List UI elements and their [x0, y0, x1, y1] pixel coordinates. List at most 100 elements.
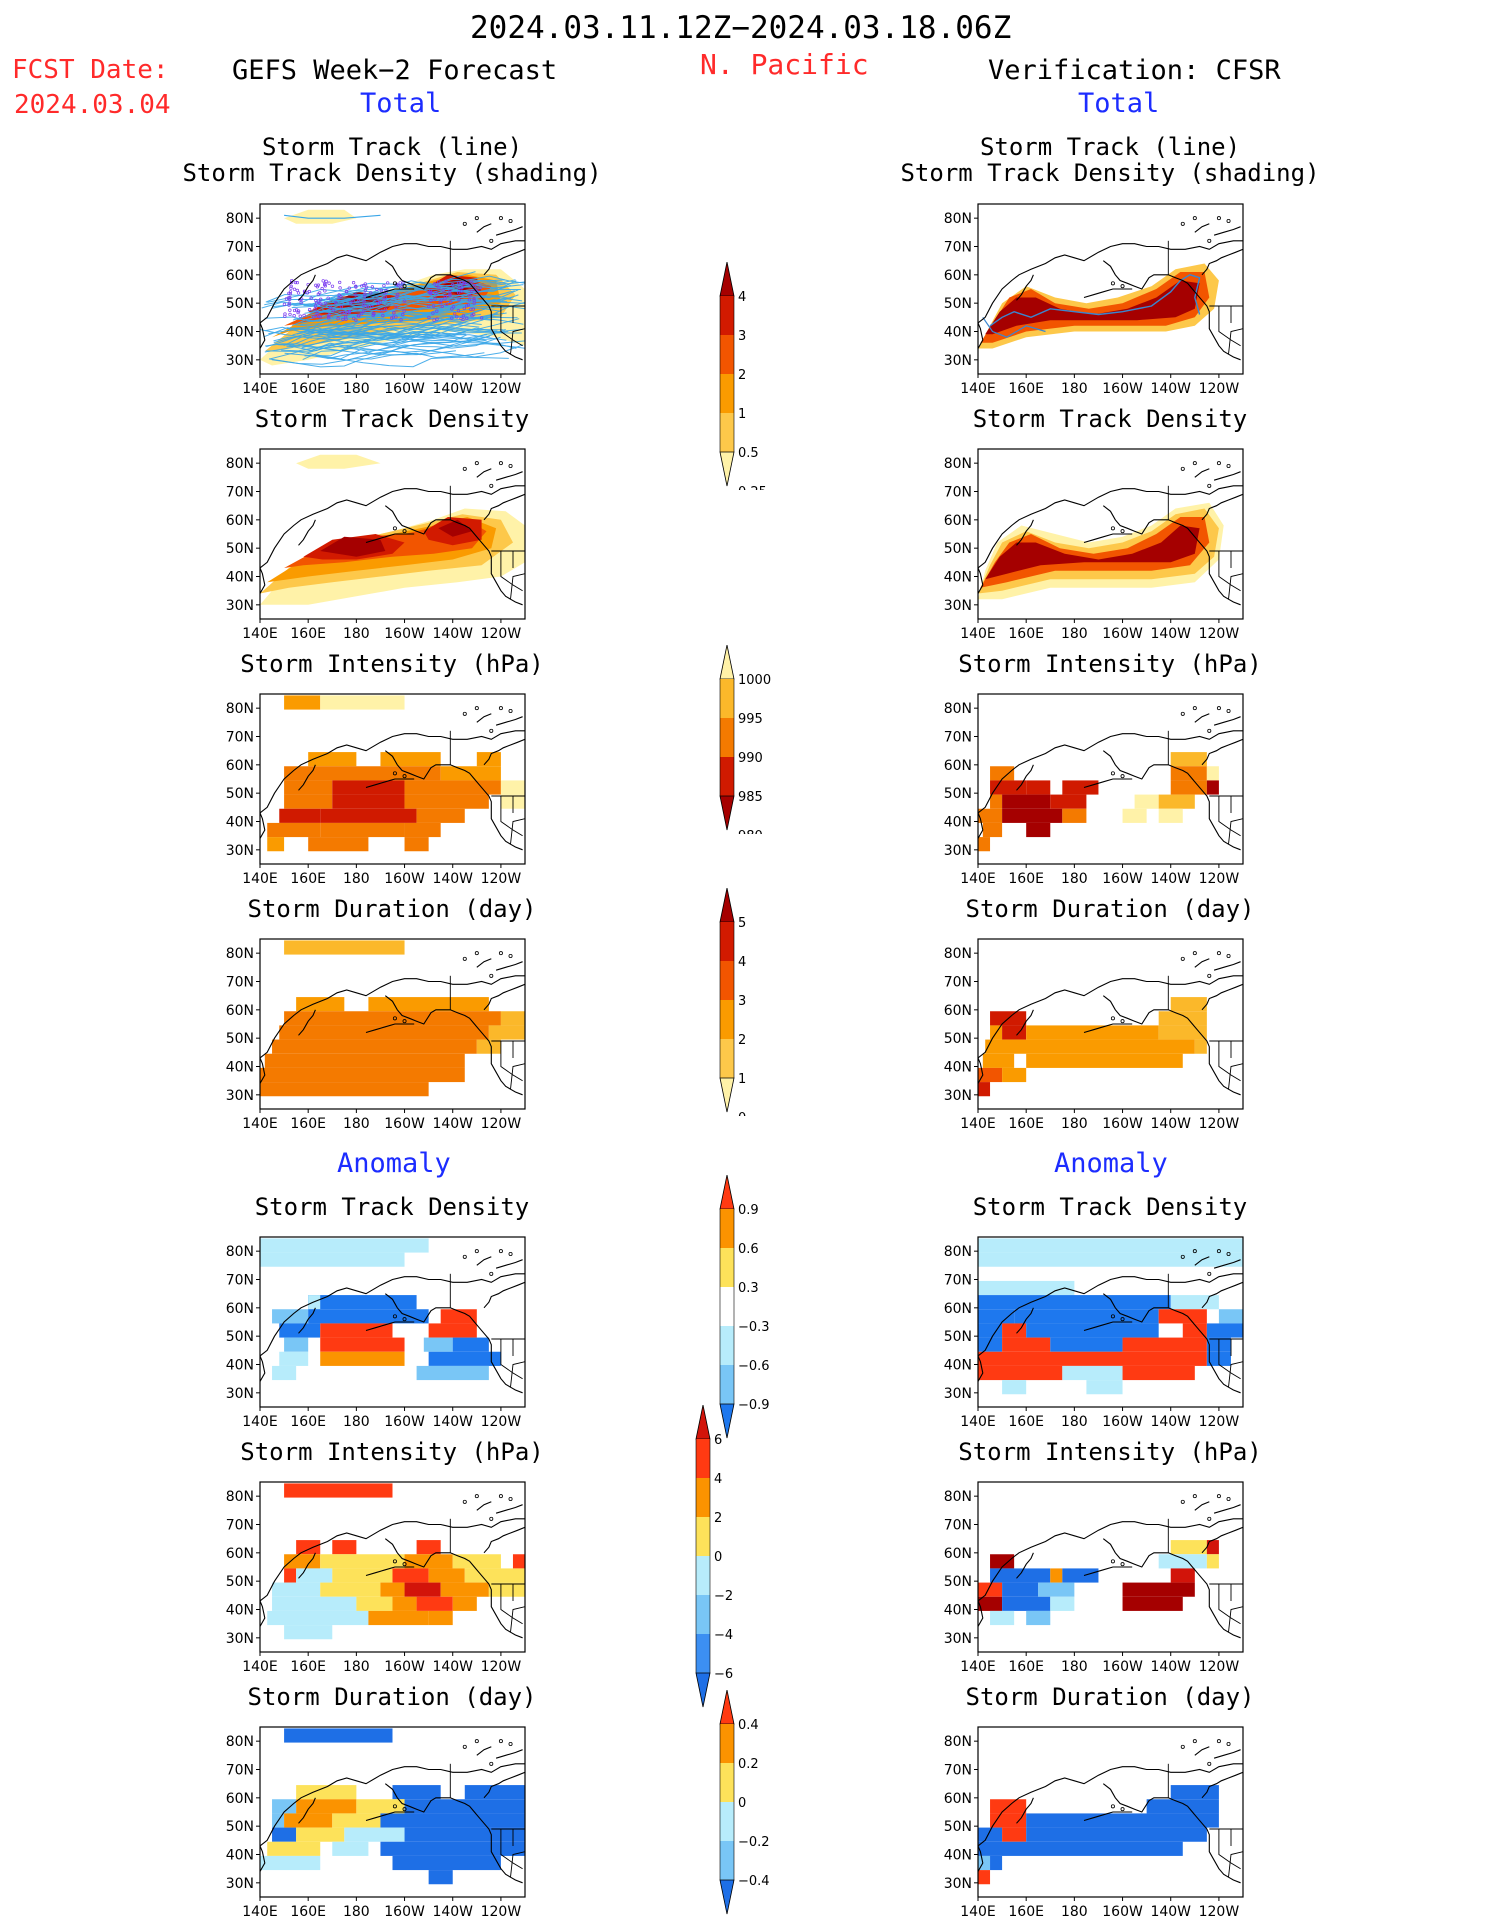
lat-tick-label: 50N — [944, 1819, 972, 1835]
colorbar-segment — [720, 1326, 734, 1365]
grid-cell — [284, 1625, 333, 1640]
map-panel: 80N 70N 60N 50N 40N 30N 140E 160E 180 160W 140W 120… — [918, 1231, 1248, 1430]
grid-cell — [260, 1855, 321, 1871]
lat-tick-label: 70N — [944, 975, 972, 991]
track-point — [396, 293, 400, 297]
track-point — [361, 303, 366, 307]
grid-cell — [332, 794, 405, 809]
track-point — [362, 309, 366, 313]
grid-cell — [985, 1039, 1195, 1054]
grid-cell — [1002, 1380, 1027, 1395]
lat-tick-label: 60N — [226, 513, 254, 529]
track-point — [455, 315, 459, 319]
track-point — [302, 313, 306, 318]
grid-cell — [1062, 1365, 1123, 1381]
track-point — [360, 284, 364, 288]
grid-cell — [1002, 1067, 1027, 1083]
map-panel: 80N 70N 60N 50N 40N 30N 140E 160E 180 160W 140W 120… — [918, 443, 1248, 642]
track-point — [321, 279, 325, 283]
grid-cell — [978, 1295, 1171, 1310]
track-point — [323, 301, 328, 306]
grid-cell — [1026, 780, 1051, 795]
density-contour-0 — [284, 209, 357, 224]
lat-tick-label: 40N — [944, 1848, 972, 1864]
field-layer — [260, 454, 525, 605]
colorbar-segment — [720, 718, 734, 757]
grid-cell — [320, 808, 417, 823]
field-layer — [978, 1785, 1219, 1885]
grid-cell — [284, 1554, 321, 1569]
grid-cell — [404, 794, 489, 809]
track-point — [356, 299, 361, 303]
grid-cell — [1026, 1053, 1183, 1068]
colorbar-arrow-bottom — [719, 795, 735, 831]
lon-tick-label: 160E — [1008, 381, 1044, 397]
lon-tick-label: 120W — [481, 1659, 522, 1675]
grid-cell — [978, 1067, 1003, 1083]
grid-cell — [320, 822, 405, 838]
grid-cell — [416, 1365, 489, 1381]
grid-cell — [978, 1252, 1243, 1267]
track-point — [472, 298, 476, 303]
grid-cell — [320, 695, 405, 710]
grid-cell — [990, 1813, 1027, 1828]
track-point — [289, 280, 294, 285]
colorbar-tick-label: 2 — [714, 1511, 722, 1526]
lon-tick-label: 180 — [343, 1414, 370, 1430]
grid-cell — [308, 837, 369, 852]
colorbar-tick-label: 1 — [738, 407, 746, 422]
lon-tick-label: 140E — [242, 1659, 278, 1675]
track-point — [383, 295, 387, 300]
grid-cell — [1158, 794, 1195, 809]
verification-total-label: Total — [1078, 88, 1160, 119]
grid-cell — [978, 1870, 991, 1885]
title-v-track-line: Storm Track (line) — [979, 133, 1241, 161]
colorbar-segment — [720, 1248, 734, 1287]
lat-tick-label: 80N — [944, 701, 972, 717]
colorbar-tick-label: 0.4 — [738, 1718, 759, 1733]
track-line — [989, 274, 1201, 327]
lon-tick-label: 140E — [242, 381, 278, 397]
grid-cell — [1122, 808, 1147, 823]
lon-tick-label: 120W — [1199, 626, 1240, 642]
grid-cell — [279, 808, 321, 823]
track-point — [469, 307, 473, 311]
lon-tick-label: 160W — [384, 1414, 425, 1430]
grid-cell — [368, 1610, 429, 1626]
grid-cell — [1002, 794, 1051, 809]
grid-cell — [1122, 1582, 1195, 1597]
grid-cell — [978, 1351, 1207, 1366]
track-point — [282, 302, 287, 306]
grid-cell — [990, 1610, 1015, 1626]
track-point — [437, 280, 441, 284]
density-contour-8 — [438, 519, 472, 537]
track-point — [320, 286, 324, 291]
track-point — [386, 281, 390, 285]
grid-cell — [320, 1582, 381, 1597]
map-frame — [259, 693, 526, 865]
colorbar-segment — [720, 679, 734, 718]
colorbar-tick-label: −0.9 — [738, 1398, 770, 1413]
colorbar-tick-label: 2 — [738, 368, 746, 383]
colorbar-tick-label: −6 — [714, 1667, 733, 1682]
track-point — [287, 303, 291, 307]
grid-cell — [428, 1610, 453, 1626]
grid-cell — [464, 1785, 525, 1800]
track-point — [457, 298, 461, 302]
lat-tick-label: 50N — [226, 1031, 254, 1047]
colorbar-segment — [720, 757, 734, 796]
lat-tick-label: 60N — [226, 1301, 254, 1317]
lat-tick-label: 40N — [226, 1358, 254, 1374]
lon-tick-label: 140E — [960, 871, 996, 887]
colorbar-intensity: 1000 995 990 985 980 — [716, 644, 796, 844]
lon-tick-label: 160E — [290, 871, 326, 887]
track-point — [441, 288, 445, 292]
grid-cell — [464, 1568, 525, 1583]
lat-tick-label: 50N — [944, 1031, 972, 1047]
colorbar-segment — [696, 1439, 710, 1478]
colorbar-arrow-top — [719, 887, 735, 923]
track-point — [326, 314, 331, 319]
verification-anomaly-label: Anomaly — [1054, 1148, 1168, 1179]
lat-tick-label: 70N — [944, 240, 972, 256]
grid-cell — [267, 1610, 369, 1626]
